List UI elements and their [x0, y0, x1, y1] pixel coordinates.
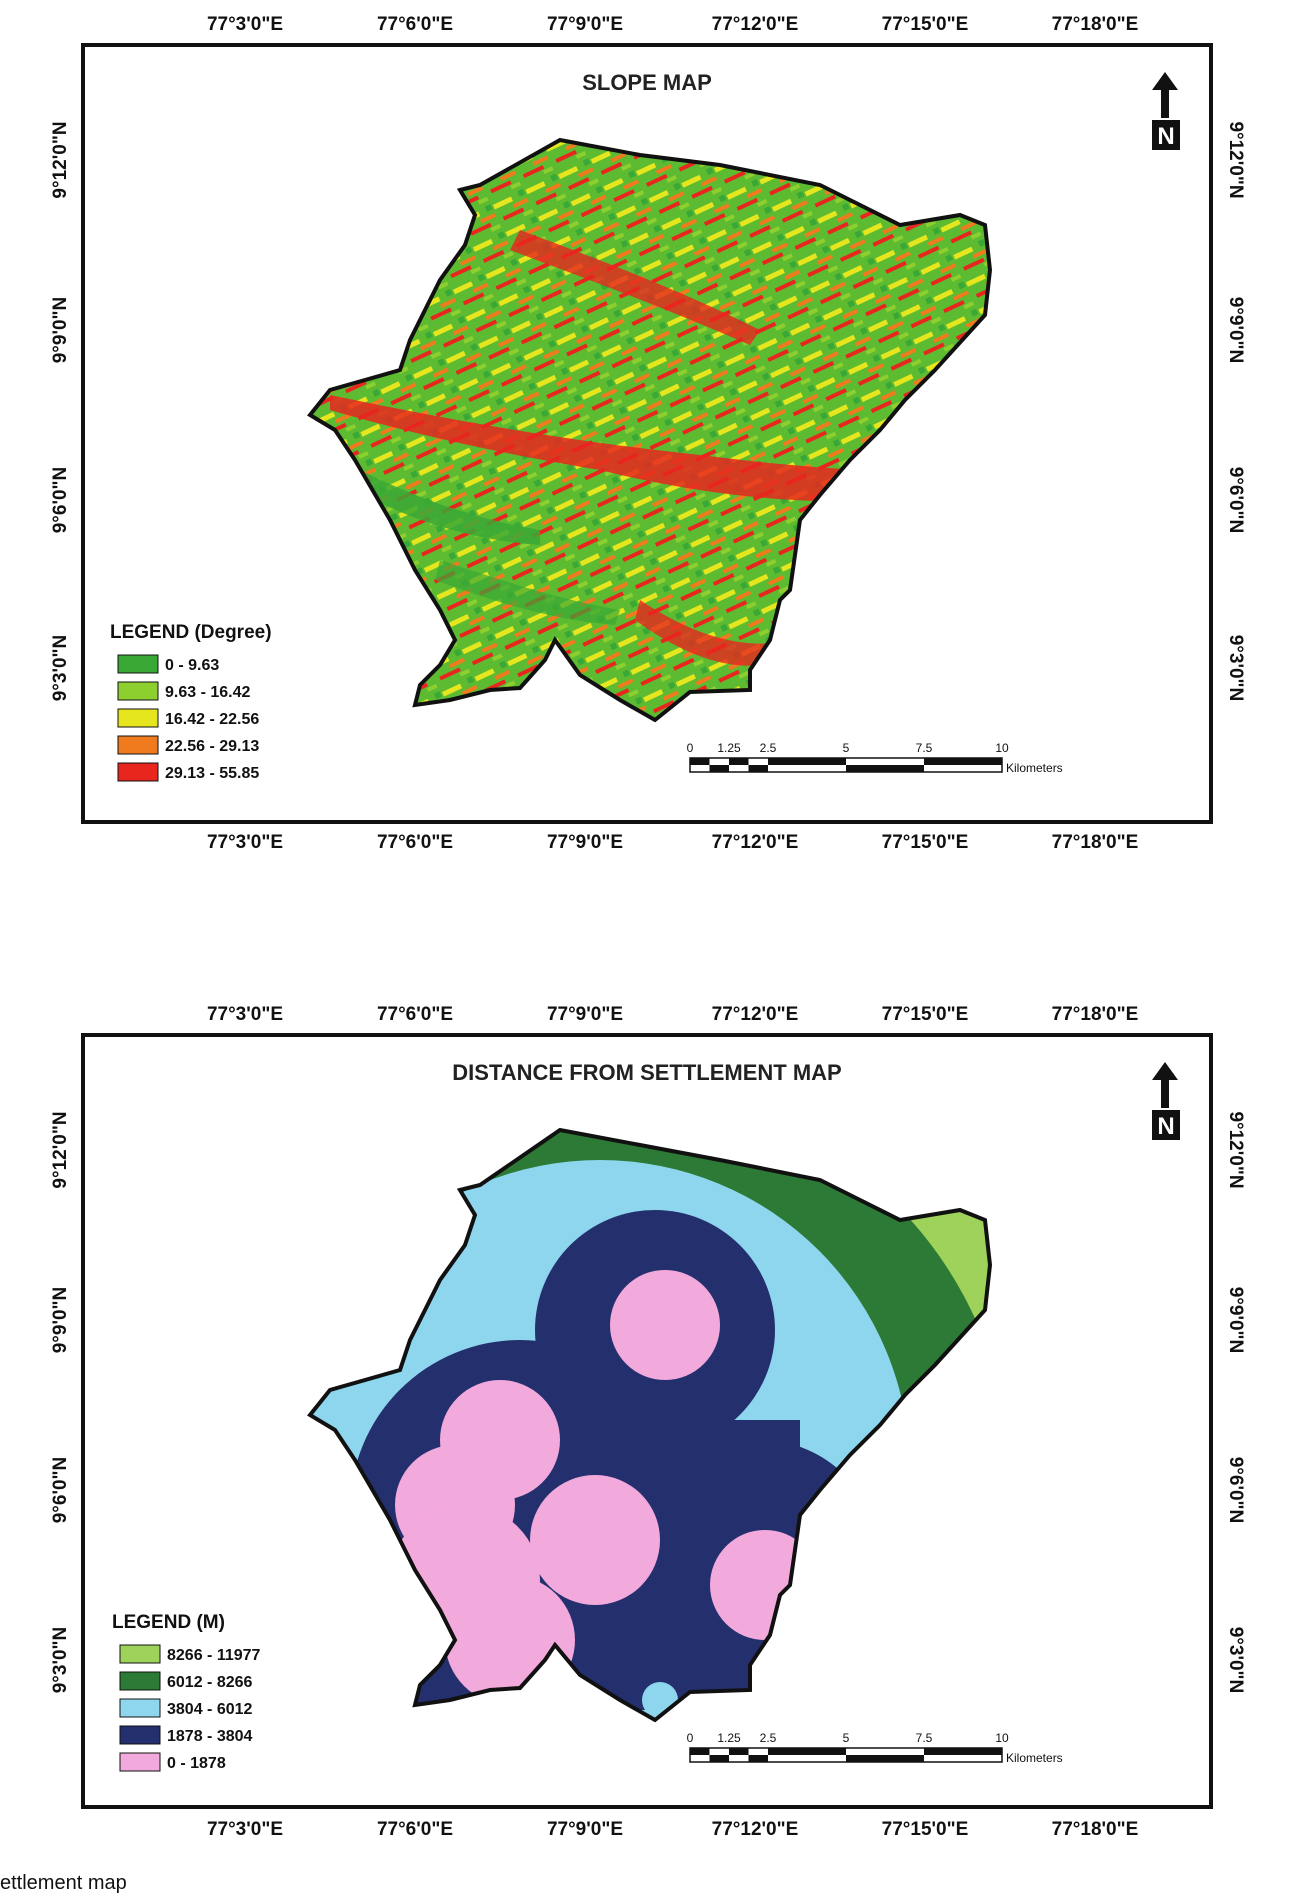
lon-tick-label: 77°12'0"E	[712, 832, 799, 850]
lon-tick-label: 77°15'0"E	[882, 1819, 969, 1840]
lat-tick-label: 9°3'0"N	[1225, 635, 1246, 702]
lat-tick-label: 9°6'0"N	[50, 467, 71, 534]
distance-legend: LEGEND (M) 8266 - 11977 6012 - 8266 3804…	[112, 1612, 261, 1772]
legend-title: LEGEND (Degree)	[110, 622, 272, 643]
legend-item: 22.56 - 29.13	[117, 735, 259, 755]
left-latitude-axis: 9°12'0"N 9°9'0"N 9°6'0"N 9°3'0"N	[50, 1111, 71, 1693]
scale-label: 5	[843, 741, 850, 755]
lon-tick-label: 77°6'0"E	[377, 14, 453, 35]
right-latitude-axis: 9°12'0"N 9°9'0"N 9°6'0"N 9°3'0"N	[1225, 1111, 1246, 1693]
lon-tick-label: 77°12'0"E	[712, 14, 799, 35]
lon-tick-label: 77°9'0"E	[547, 14, 623, 35]
north-label: N	[1157, 1113, 1174, 1140]
scale-label: 1.25	[717, 741, 741, 755]
lat-tick-label: 9°12'0"N	[1225, 121, 1246, 198]
scale-label: 7.5	[916, 1731, 933, 1745]
legend-label: 29.13 - 55.85	[165, 765, 259, 782]
legend-item: 8266 - 11977	[119, 1644, 261, 1664]
lat-tick-label: 9°12'0"N	[50, 1111, 71, 1188]
lon-tick-label: 77°6'0"E	[377, 1819, 453, 1840]
figure-caption: ettlement map	[0, 1872, 127, 1894]
scale-label: 2.5	[760, 741, 777, 755]
legend-item: 29.13 - 55.85	[117, 762, 259, 782]
legend-title: LEGEND (M)	[112, 1612, 225, 1633]
lat-tick-label: 9°6'0"N	[50, 1457, 71, 1524]
legend-item: 0 - 1878	[119, 1752, 226, 1772]
legend-item: 16.42 - 22.56	[117, 708, 259, 728]
top-longitude-axis: 77°3'0"E 77°6'0"E 77°9'0"E 77°12'0"E 77°…	[207, 1004, 1138, 1025]
bottom-longitude-axis: 77°3'0"E 77°6'0"E 77°9'0"E 77°12'0"E 77°…	[207, 1819, 1138, 1840]
legend-item: 3804 - 6012	[119, 1698, 253, 1718]
legend-label: 8266 - 11977	[167, 1647, 261, 1664]
legend-label: 3804 - 6012	[167, 1701, 253, 1718]
slope-map-panel: 77°3'0"E 77°6'0"E 77°9'0"E 77°12'0"E 77°…	[0, 0, 1294, 850]
legend-item: 6012 - 8266	[119, 1671, 253, 1691]
lon-tick-label: 77°9'0"E	[547, 1004, 623, 1025]
lon-tick-label: 77°6'0"E	[377, 832, 453, 850]
lat-tick-label: 9°6'0"N	[1225, 467, 1246, 534]
scale-label: 0	[687, 1731, 694, 1745]
legend-label: 0 - 1878	[167, 1755, 226, 1772]
right-latitude-axis: 9°12'0"N 9°9'0"N 9°6'0"N 9°3'0"N	[1225, 121, 1246, 701]
scale-unit: Kilometers	[1006, 1751, 1063, 1765]
lon-tick-label: 77°15'0"E	[882, 1004, 969, 1025]
bottom-longitude-axis: 77°3'0"E 77°6'0"E 77°9'0"E 77°12'0"E 77°…	[207, 832, 1138, 850]
lat-tick-label: 9°9'0"N	[1225, 1287, 1246, 1354]
lon-tick-label: 77°18'0"E	[1052, 1004, 1139, 1025]
map-title: DISTANCE FROM SETTLEMENT MAP	[452, 1060, 841, 1085]
scale-label: 5	[843, 1731, 850, 1745]
scale-label: 10	[995, 1731, 1009, 1745]
lon-tick-label: 77°3'0"E	[207, 1819, 283, 1840]
left-latitude-axis: 9°12'0"N 9°9'0"N 9°6'0"N 9°3'0"N	[50, 121, 71, 701]
scale-bar: 0 1.25 2.5 5 7.5 10 Kilometers	[687, 1731, 1063, 1765]
legend-label: 6012 - 8266	[167, 1674, 253, 1691]
lon-tick-label: 77°9'0"E	[547, 832, 623, 850]
lat-tick-label: 9°3'0"N	[1225, 1627, 1246, 1694]
lat-tick-label: 9°9'0"N	[50, 1287, 71, 1354]
lat-tick-label: 9°9'0"N	[50, 297, 71, 364]
legend-label: 16.42 - 22.56	[165, 711, 259, 728]
legend-item: 1878 - 3804	[119, 1725, 253, 1745]
north-arrow-icon: N	[1152, 72, 1180, 150]
scale-label: 1.25	[717, 1731, 741, 1745]
scale-label: 7.5	[916, 741, 933, 755]
lon-tick-label: 77°9'0"E	[547, 1819, 623, 1840]
lat-tick-label: 9°12'0"N	[1225, 1111, 1246, 1188]
slope-legend: LEGEND (Degree) 0 - 9.63 9.63 - 16.42 16…	[110, 622, 272, 782]
legend-label: 1878 - 3804	[167, 1728, 253, 1745]
lon-tick-label: 77°3'0"E	[207, 14, 283, 35]
lon-tick-label: 77°18'0"E	[1052, 832, 1139, 850]
lon-tick-label: 77°18'0"E	[1052, 14, 1139, 35]
map-title: SLOPE MAP	[582, 70, 712, 95]
scale-label: 0	[687, 741, 694, 755]
lon-tick-label: 77°15'0"E	[882, 14, 969, 35]
top-longitude-axis: 77°3'0"E 77°6'0"E 77°9'0"E 77°12'0"E 77°…	[207, 14, 1138, 35]
scale-bar: 0 1.25 2.5 5 7.5 10 Kilometers	[687, 741, 1063, 775]
legend-label: 22.56 - 29.13	[165, 738, 259, 755]
lon-tick-label: 77°3'0"E	[207, 832, 283, 850]
lat-tick-label: 9°9'0"N	[1225, 297, 1246, 364]
legend-item: 9.63 - 16.42	[117, 681, 251, 701]
legend-item: 0 - 9.63	[117, 654, 219, 674]
legend-label: 0 - 9.63	[165, 657, 219, 674]
north-arrow-icon: N	[1152, 1062, 1180, 1140]
settlement-distance-map-panel: 77°3'0"E 77°6'0"E 77°9'0"E 77°12'0"E 77°…	[0, 1000, 1294, 1880]
lon-tick-label: 77°18'0"E	[1052, 1819, 1139, 1840]
slope-map-svg: 77°3'0"E 77°6'0"E 77°9'0"E 77°12'0"E 77°…	[50, 14, 1246, 850]
lon-tick-label: 77°6'0"E	[377, 1004, 453, 1025]
lat-tick-label: 9°6'0"N	[1225, 1457, 1246, 1524]
north-label: N	[1157, 123, 1174, 150]
lat-tick-label: 9°12'0"N	[50, 121, 71, 198]
scale-label: 10	[995, 741, 1009, 755]
lon-tick-label: 77°12'0"E	[712, 1819, 799, 1840]
scale-unit: Kilometers	[1006, 761, 1063, 775]
lon-tick-label: 77°12'0"E	[712, 1004, 799, 1025]
lat-tick-label: 9°3'0"N	[50, 1627, 71, 1694]
legend-label: 9.63 - 16.42	[165, 684, 251, 701]
settlement-distance-map-svg: 77°3'0"E 77°6'0"E 77°9'0"E 77°12'0"E 77°…	[50, 1004, 1246, 1840]
scale-label: 2.5	[760, 1731, 777, 1745]
lon-tick-label: 77°3'0"E	[207, 1004, 283, 1025]
lon-tick-label: 77°15'0"E	[882, 832, 969, 850]
lat-tick-label: 9°3'0"N	[50, 635, 71, 702]
